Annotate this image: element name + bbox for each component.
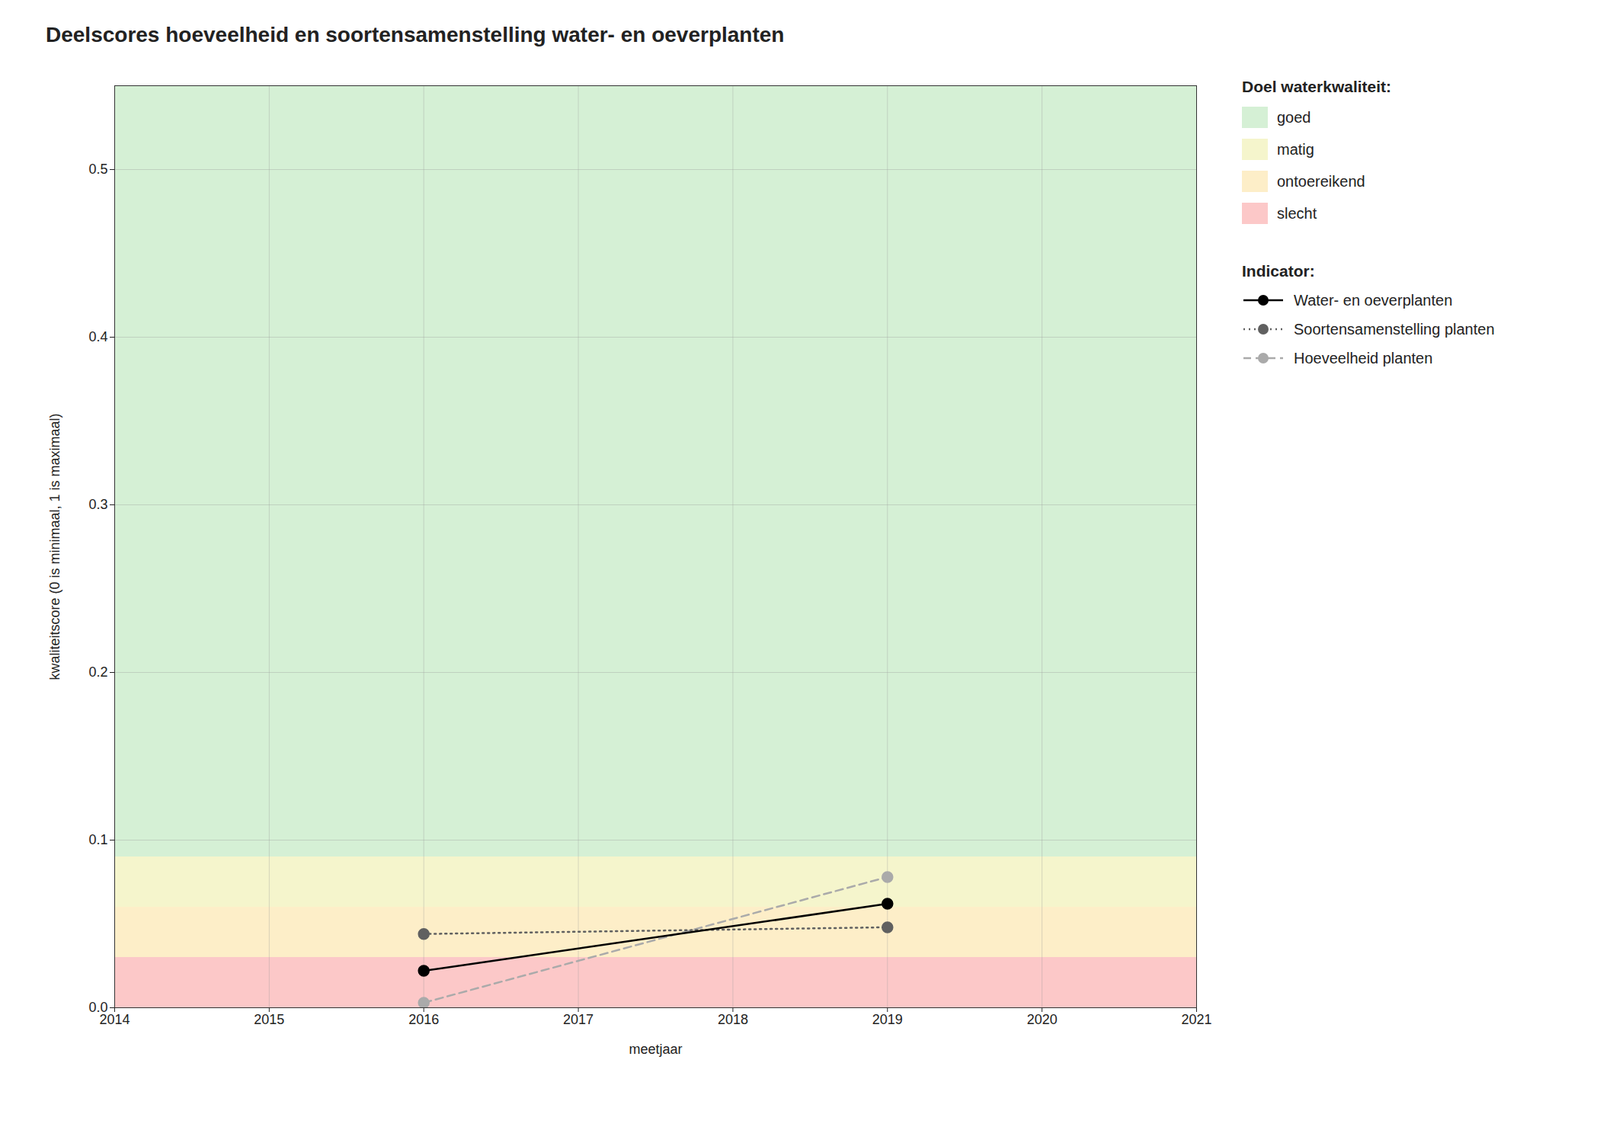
html-text:ontoereikend: ontoereikend — [1276, 172, 1366, 190]
svg-text:2014: 2014 — [99, 1011, 130, 1028]
svg-text:2015: 2015 — [253, 1011, 285, 1028]
svg-text:2020: 2020 — [1027, 1011, 1058, 1028]
svg-text:0.1: 0.1 — [88, 832, 108, 848]
svg-text:2017: 2017 — [563, 1011, 594, 1028]
html-text:matig: matig — [1276, 140, 1315, 158]
svg-text:2021: 2021 — [1180, 1011, 1212, 1028]
svg-text:2018: 2018 — [717, 1011, 749, 1028]
svg-text:2016: 2016 — [408, 1011, 439, 1028]
html-text:Soortensamenstelling planten: Soortensamenstelling planten — [1293, 320, 1495, 338]
html-text:slecht: slecht — [1276, 204, 1317, 222]
html-text:goed: goed — [1276, 108, 1311, 126]
svg-text:0.2: 0.2 — [88, 664, 108, 680]
svg-text:2019: 2019 — [872, 1011, 903, 1028]
html-text:Deelscores hoeveelheid en soor: Deelscores hoeveelheid en soortensamenst… — [45, 22, 785, 47]
html-text:Water- en oeverplanten: Water- en oeverplanten — [1293, 291, 1453, 309]
svg-text:0.0: 0.0 — [88, 999, 108, 1016]
html-text:Hoeveelheid planten: Hoeveelheid planten — [1293, 349, 1433, 367]
svg-text:0.3: 0.3 — [88, 496, 108, 512]
html-text:Doel waterkwaliteit:: Doel waterkwaliteit: — [1241, 77, 1392, 96]
html-text:Indicator:: Indicator: — [1241, 262, 1315, 280]
svg-text:meetjaar: meetjaar — [628, 1041, 682, 1057]
svg-text:0.5: 0.5 — [88, 161, 108, 177]
svg-text:0.4: 0.4 — [88, 329, 108, 345]
svg-text:kwaliteitscore (0 is minimaal,: kwaliteitscore (0 is minimaal, 1 is maxi… — [47, 412, 63, 680]
